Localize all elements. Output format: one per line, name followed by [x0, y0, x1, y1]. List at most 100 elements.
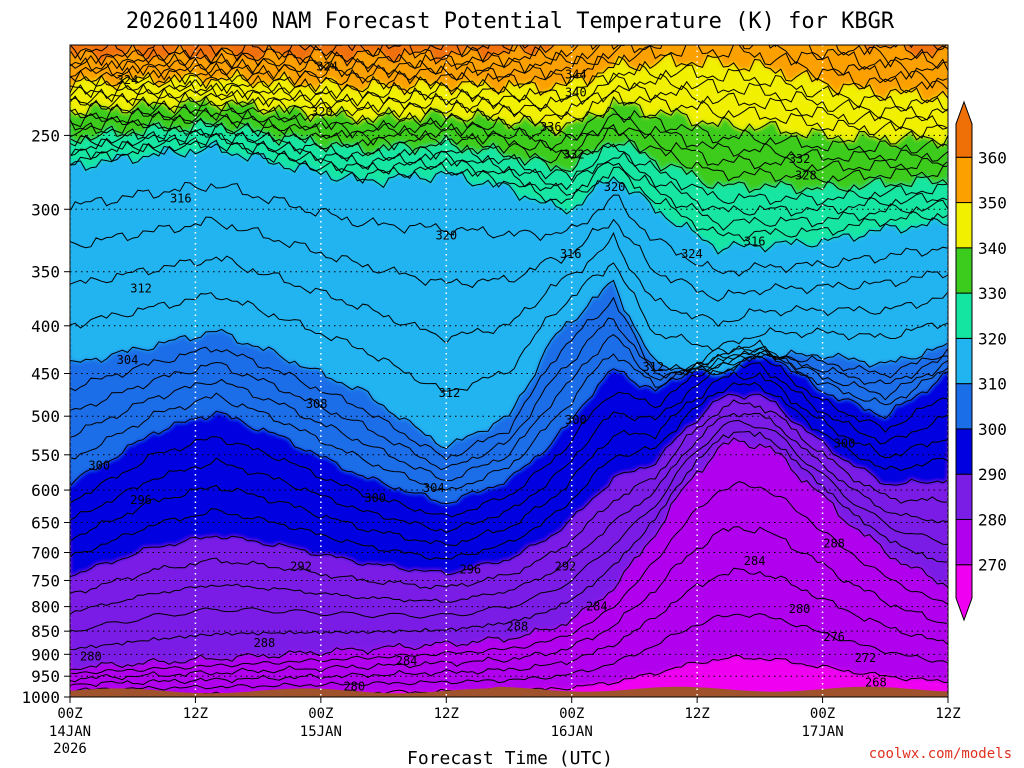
contour-label: 300 — [88, 459, 110, 473]
x-tick-time: 00Z — [810, 706, 835, 722]
contour-348k — [70, 63, 948, 112]
contour-294k — [70, 371, 948, 547]
contour-label-group: 312 — [130, 282, 152, 296]
colorbar-label: 360 — [978, 148, 1007, 167]
contour-272k — [70, 613, 948, 693]
contour-label: 292 — [290, 560, 312, 574]
colorbar-segment — [955, 202, 973, 249]
contour-286k — [70, 412, 948, 615]
contour-label: 268 — [865, 676, 887, 690]
contour-label: 320 — [435, 228, 457, 242]
contour-label-group: 316 — [744, 235, 766, 249]
contour-label-group: 280 — [80, 650, 102, 664]
contour-312k — [70, 262, 948, 392]
x-tick-time: 00Z — [57, 706, 82, 722]
x-axis-label: Forecast Time (UTC) — [407, 748, 613, 768]
terrain — [70, 686, 948, 697]
contour-318k — [70, 181, 948, 277]
contour-320k — [70, 139, 948, 255]
contour-316k — [70, 216, 948, 302]
contour-label: 280 — [343, 680, 365, 694]
contour-310k — [70, 279, 948, 449]
y-tick-label: 850 — [31, 622, 60, 641]
colorbar-label: 320 — [978, 329, 1007, 348]
colorbar: 270 280 290 300 310 320 330 340 350 360 — [955, 100, 1007, 622]
x-tick-time: 12Z — [935, 706, 960, 722]
y-tick-label: 650 — [31, 513, 60, 532]
y-tick-label: 1000 — [21, 688, 60, 707]
contour-274k — [70, 567, 948, 688]
contour-290k — [70, 393, 948, 578]
contour-label-group: 280 — [343, 680, 365, 694]
colorbar-label: 340 — [978, 239, 1007, 258]
contour-300k — [70, 339, 948, 505]
contour-296k — [70, 362, 948, 534]
contour-label-group: 268 — [865, 676, 887, 690]
contour-label-group: 292 — [290, 560, 312, 574]
contour-label: 288 — [507, 619, 529, 633]
x-tick-time: 00Z — [308, 706, 333, 722]
contour-label: 280 — [80, 650, 102, 664]
contour-label-group: 300 — [565, 413, 587, 427]
contour-334k — [70, 107, 948, 172]
colorbar-segment — [955, 156, 973, 204]
contour-label: 320 — [604, 180, 626, 194]
contour-label-group: 332 — [789, 152, 811, 166]
contour-280k — [70, 437, 948, 671]
y-tick-label: 500 — [31, 407, 60, 426]
contour-label: 300 — [565, 413, 587, 427]
contour-336k — [70, 103, 948, 162]
contour-308k — [70, 296, 948, 461]
contour-label: 272 — [855, 651, 877, 665]
contour-label: 292 — [555, 560, 577, 574]
contour-label: 320 — [311, 105, 333, 119]
contour-328k — [70, 123, 948, 206]
contour-label: 312 — [130, 282, 152, 296]
contour-label: 276 — [823, 630, 845, 644]
contour-332k — [70, 113, 948, 184]
colorbar-segment — [955, 473, 973, 520]
x-tick-date: 14JAN — [49, 724, 91, 740]
contour-278k — [70, 481, 948, 675]
contour-label: 280 — [789, 602, 811, 616]
contour-label-group: 316 — [170, 191, 192, 205]
contour-label: 344 — [565, 67, 587, 81]
y-tick-label: 900 — [31, 645, 60, 664]
contour-314k — [70, 231, 948, 345]
contour-label: 324 — [117, 73, 139, 87]
y-tick-label: 800 — [31, 598, 60, 617]
contour-label: 296 — [130, 493, 152, 507]
contour-284k — [70, 419, 948, 632]
colorbar-segment — [955, 383, 973, 430]
contour-label: 300 — [364, 491, 386, 505]
contour-label-group: 320 — [311, 105, 333, 119]
x-tick-date: 17JAN — [801, 724, 843, 740]
contour-label: 304 — [423, 481, 445, 495]
colorbar-label: 280 — [978, 510, 1007, 529]
x-tick-time: 12Z — [434, 706, 459, 722]
contour-label-group: 272 — [855, 651, 877, 665]
contour-label: 316 — [170, 191, 192, 205]
contour-358k — [70, 45, 948, 73]
credit-link[interactable]: coolwx.com/models — [869, 746, 1012, 762]
contour-label-group: 332 — [563, 147, 585, 161]
contour-326k — [70, 128, 948, 217]
x-tick-time: 12Z — [684, 706, 709, 722]
y-tick-label: 600 — [31, 481, 60, 500]
contour-label-group: 300 — [834, 437, 856, 451]
contour-324k — [70, 133, 948, 231]
contour-label: 328 — [795, 168, 817, 182]
contour-304k — [70, 333, 948, 482]
colorbar-label: 330 — [978, 284, 1007, 303]
contour-360k — [70, 45, 947, 67]
contour-label-group: 312 — [642, 360, 664, 374]
contour-label-group: 288 — [823, 537, 845, 551]
contour-label: 336 — [540, 120, 562, 134]
contour-label-group: 288 — [254, 636, 276, 650]
contour-label: 304 — [117, 353, 139, 367]
contour-288k — [70, 399, 948, 594]
contour-322k — [70, 137, 948, 242]
contour-label: 296 — [459, 563, 481, 577]
